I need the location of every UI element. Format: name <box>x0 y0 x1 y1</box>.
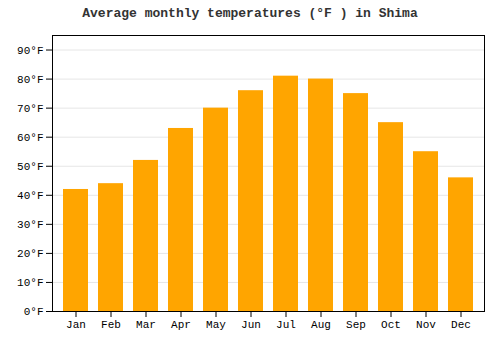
svg-text:0°F: 0°F <box>24 306 44 318</box>
svg-text:50°F: 50°F <box>17 161 43 173</box>
svg-text:Jan: Jan <box>66 319 86 331</box>
svg-text:Oct: Oct <box>381 319 401 331</box>
svg-text:Mar: Mar <box>136 319 156 331</box>
svg-text:Apr: Apr <box>171 319 191 331</box>
svg-text:70°F: 70°F <box>17 103 43 115</box>
svg-text:May: May <box>206 319 226 331</box>
svg-text:40°F: 40°F <box>17 190 43 202</box>
svg-text:10°F: 10°F <box>17 277 43 289</box>
svg-text:20°F: 20°F <box>17 248 43 260</box>
svg-text:60°F: 60°F <box>17 132 43 144</box>
svg-text:Nov: Nov <box>416 319 436 331</box>
svg-text:80°F: 80°F <box>17 74 43 86</box>
svg-text:Aug: Aug <box>311 319 331 331</box>
svg-text:Sep: Sep <box>346 319 366 331</box>
svg-text:90°F: 90°F <box>17 45 43 57</box>
html-text:Average monthly temperatures (: Average monthly temperatures (°F ) in Sh… <box>82 6 418 21</box>
svg-text:Feb: Feb <box>101 319 121 331</box>
svg-text:Dec: Dec <box>451 319 471 331</box>
svg-text:Jun: Jun <box>241 319 261 331</box>
svg-text:Jul: Jul <box>276 319 296 331</box>
svg-text:30°F: 30°F <box>17 219 43 231</box>
